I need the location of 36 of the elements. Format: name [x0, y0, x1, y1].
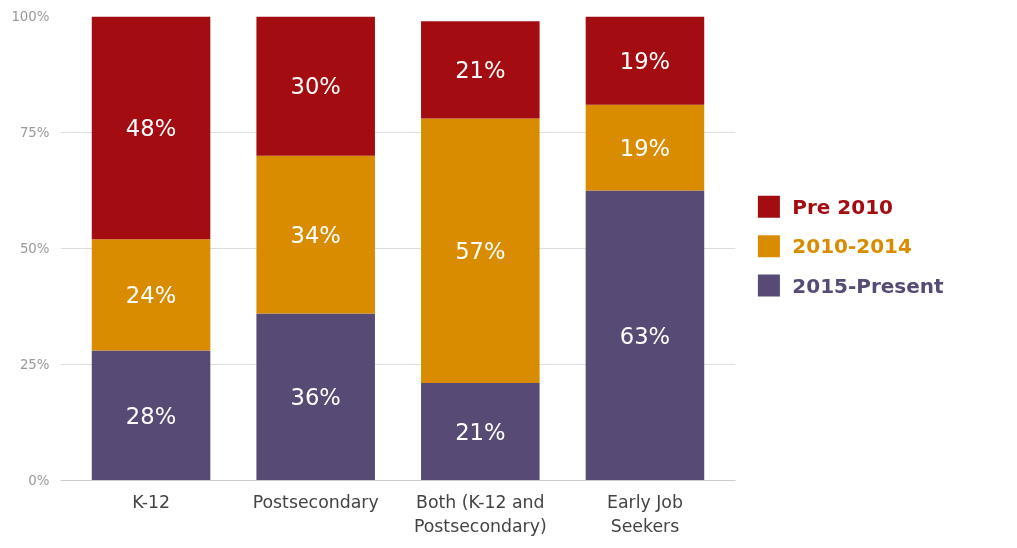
data-label: 63% [619, 322, 671, 349]
bar [91, 16, 211, 240]
x-tick-label: Early Job Seekers [606, 491, 683, 536]
data-label: 19% [619, 134, 671, 161]
data-label: 19% [619, 47, 671, 74]
legend-label: Pre 2010 [792, 194, 894, 219]
data-label: 48% [125, 114, 177, 141]
bar [421, 118, 540, 384]
x-tick-label: K-12 [132, 491, 170, 512]
bar [256, 16, 375, 156]
data-label: 57% [455, 237, 506, 264]
x-tick-label: Both (K-12 and Postsecondary) [413, 491, 547, 536]
bar [585, 16, 705, 105]
data-label: 21% [455, 56, 506, 83]
legend-label: 2010-2014 [792, 234, 912, 259]
data-label: 28% [125, 402, 177, 429]
legend-label: 2015-Present [792, 273, 945, 298]
y-tick-label: 50% [19, 241, 50, 256]
data-label: 30% [290, 73, 341, 100]
bar [421, 21, 540, 119]
bar [421, 383, 540, 481]
data-label: 21% [455, 418, 506, 445]
y-tick-label: 25% [19, 357, 50, 372]
data-label: 24% [125, 281, 177, 308]
bar [256, 155, 375, 314]
y-tick-label: 75% [19, 125, 50, 140]
bar [585, 190, 705, 481]
x-tick-label: Postsecondary [252, 491, 379, 512]
bar [585, 104, 705, 191]
bar [256, 313, 375, 481]
bar [91, 350, 211, 481]
y-tick-label: 100% [11, 9, 50, 24]
data-label: 36% [290, 383, 341, 410]
bar [91, 239, 211, 351]
y-tick-label: 0% [28, 473, 50, 488]
data-label: 34% [290, 221, 341, 248]
